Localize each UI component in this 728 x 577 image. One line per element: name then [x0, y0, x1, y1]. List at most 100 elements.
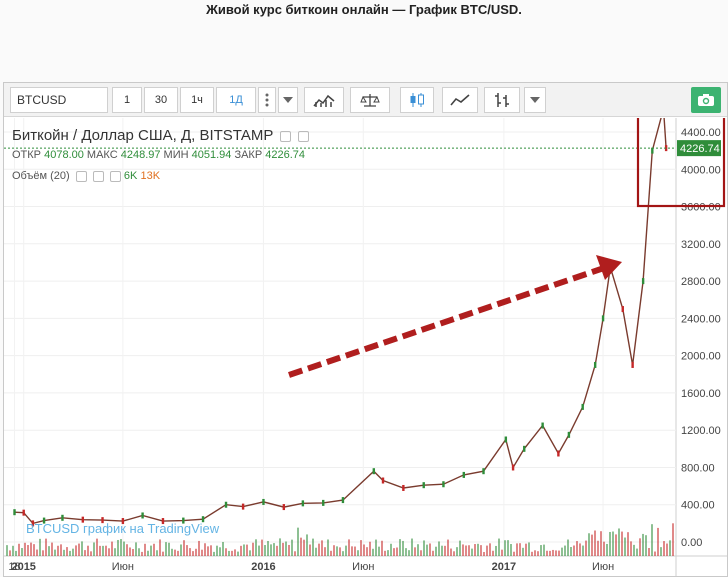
y-tick-label: 2800.00 [681, 276, 721, 288]
volume-bar [36, 549, 38, 556]
volume-bar [624, 537, 626, 556]
volume-bar [387, 550, 389, 556]
volume-bar [369, 541, 371, 556]
volume-bar [444, 545, 446, 556]
volume-bar [504, 540, 506, 556]
volume-bar [390, 543, 392, 556]
volume-bar [327, 539, 329, 556]
volume-bar [621, 531, 623, 556]
volume-bar [303, 539, 305, 556]
settings-icon[interactable] [298, 130, 310, 142]
volume-bar [240, 545, 242, 556]
volume-bar [477, 543, 479, 556]
volume-bar [165, 542, 167, 556]
volume-bar [111, 541, 113, 556]
area-icon[interactable] [442, 87, 478, 113]
volume-bar [666, 543, 668, 556]
close-icon[interactable] [109, 170, 121, 182]
volume-bar [147, 550, 149, 556]
candles-icon[interactable] [400, 87, 434, 113]
volume-bar [72, 548, 74, 556]
chevron-down-icon[interactable] [524, 87, 546, 113]
chart-area[interactable]: 0.00 400.00 800.00 1200.00 1600.00 2000.00 240… [4, 105, 727, 576]
price-chart[interactable]: 0.00 400.00 800.00 1200.00 1600.00 2000.00 240… [4, 105, 727, 576]
tradingview-watermark[interactable]: BTCUSD график на TradingView [26, 521, 220, 536]
volume-bar [60, 544, 62, 556]
indicators-icon[interactable] [304, 87, 344, 113]
x-tick-label: Июн [352, 561, 374, 573]
price-point [402, 484, 405, 491]
volume-bar [6, 545, 8, 556]
ohlc-close-value: 4226.74 [265, 149, 306, 161]
volume-bar [663, 541, 665, 556]
price-point [621, 306, 624, 313]
volume-bar [108, 548, 110, 556]
volume-bar [120, 539, 122, 556]
volume-bar [453, 551, 455, 556]
volume-bar [591, 534, 593, 556]
volume-label: Объём (20) [12, 170, 70, 182]
volume-bar [486, 545, 488, 556]
scales-icon[interactable] [350, 87, 390, 113]
volume-bar [528, 542, 530, 556]
volume-bar [492, 550, 494, 556]
interval-1-button[interactable]: 1 [112, 87, 142, 113]
price-point [581, 403, 584, 410]
volume-bar [294, 551, 296, 556]
volume-bar [168, 542, 170, 556]
volume-bar [27, 545, 29, 556]
camera-icon[interactable] [691, 87, 721, 113]
volume-bar [426, 544, 428, 556]
vertical-dots-icon[interactable] [258, 87, 276, 113]
eye-icon[interactable] [75, 170, 87, 182]
price-point [523, 445, 526, 452]
volume-bar [87, 545, 89, 556]
volume-bar [546, 550, 548, 556]
volume-bar [567, 539, 569, 556]
volume-bar [660, 547, 662, 556]
y-tick-label: 1200.00 [681, 425, 721, 437]
legend-ohlc: ОТКР 4078.00 МАКС 4248.97 МИН 4051.94 ЗА… [12, 149, 305, 161]
price-point [601, 315, 605, 322]
volume-bar [540, 545, 542, 556]
chevron-down-icon[interactable] [278, 87, 298, 113]
volume-bar [465, 545, 467, 556]
interval-30-button[interactable]: 30 [144, 87, 178, 113]
volume-bar [471, 548, 473, 556]
volume-bar [417, 544, 419, 556]
volume-bar [645, 535, 647, 556]
ohlc-open-label: ОТКР [12, 149, 42, 161]
settings-icon[interactable] [92, 170, 104, 182]
volume-value-b: 13K [140, 170, 161, 182]
bars-icon[interactable] [484, 87, 520, 113]
symbol-input[interactable]: BTCUSD [10, 87, 108, 113]
volume-bar [339, 547, 341, 556]
volume-bar [306, 534, 308, 556]
volume-bar [129, 547, 131, 556]
chart-widget: BTCUSD 1 30 1ч 1Д 0. [3, 82, 728, 577]
volume-bar [519, 543, 521, 556]
volume-bar [366, 547, 368, 556]
volume-bar [66, 547, 68, 556]
volume-bar [372, 548, 374, 556]
volume-bar [576, 541, 578, 556]
eye-icon[interactable] [280, 130, 292, 142]
x-tick-label: 2016 [251, 561, 275, 573]
volume-bar [204, 543, 206, 556]
price-point [504, 436, 508, 443]
volume-bar [441, 545, 443, 556]
volume-bar [219, 547, 221, 556]
volume-bar [606, 543, 608, 556]
volume-bar [81, 541, 83, 556]
volume-bar [585, 540, 587, 556]
volume-bar [192, 551, 194, 556]
price-point [81, 516, 85, 523]
volume-bar [279, 538, 281, 556]
volume-bar [414, 547, 416, 556]
interval-1d-button[interactable]: 1Д [216, 87, 256, 113]
ohlc-close-label: ЗАКР [234, 149, 263, 161]
y-tick-label: 0.00 [681, 537, 702, 549]
volume-bar [393, 548, 395, 556]
interval-1h-button[interactable]: 1ч [180, 87, 214, 113]
price-point [322, 499, 325, 506]
